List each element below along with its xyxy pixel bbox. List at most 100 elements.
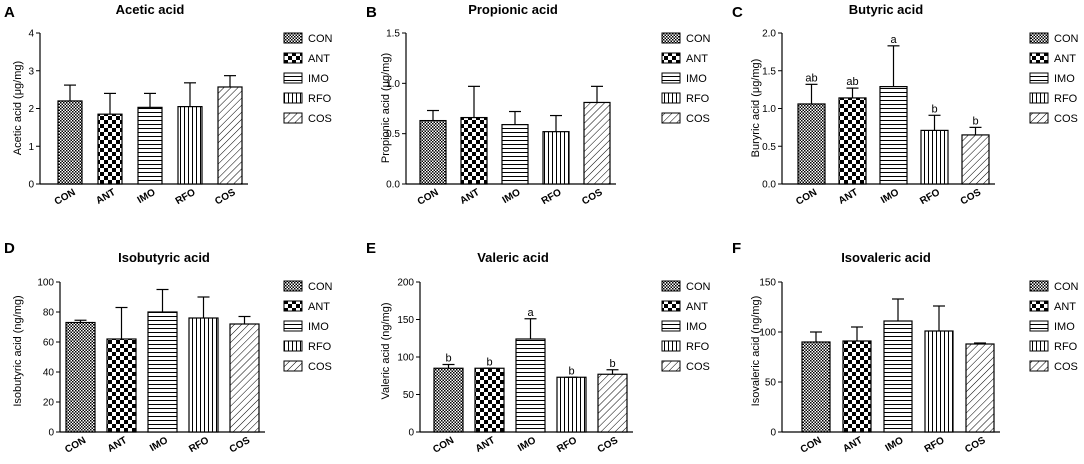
x-tick-label: COS [228, 435, 253, 456]
legend-label: CON [686, 33, 711, 45]
panel-c-legend: CON ANT IMO RFO COS [1029, 32, 1079, 125]
x-tick-label: CON [416, 187, 441, 208]
x-tick-label: COS [596, 435, 621, 456]
legend-swatch-imo [661, 320, 681, 332]
legend-label: ANT [686, 53, 708, 65]
bar-ant [842, 340, 872, 433]
panel-a-plot: 0 1 2 3 4 CON ANT IMO RFO COS [28, 29, 248, 208]
y-tick-label: 60 [43, 338, 55, 349]
legend-swatch-ant [283, 52, 303, 64]
x-tick-label: ANT [837, 187, 860, 207]
y-tick-label: 0.5 [386, 129, 400, 140]
legend-swatch-rfo [1029, 340, 1049, 352]
x-tick-label: RFO [174, 187, 198, 207]
panel-a-letter: A [4, 4, 15, 21]
y-tick-label: 0.0 [762, 180, 776, 191]
bar-con [797, 103, 826, 185]
bar-cos [961, 134, 990, 185]
legend-label: ANT [308, 53, 330, 65]
bar-rfo [924, 330, 954, 433]
y-tick-label: 0 [28, 180, 34, 191]
y-tick-label: 2 [28, 104, 34, 115]
bar-cos [229, 323, 260, 433]
legend-label: RFO [1054, 341, 1078, 353]
legend-swatch-con [283, 32, 303, 44]
y-tick-label: 2.0 [762, 29, 776, 40]
panel-d: D Isobutyric acid Isobutyric acid (ng/mg… [4, 240, 333, 456]
y-tick-label: 0 [770, 428, 776, 439]
panel-c: C Butyric acid Buryric acid (μg/mg) 0.00… [732, 2, 1079, 208]
y-tick-label: 4 [28, 29, 34, 40]
bar-rfo [556, 376, 587, 433]
legend-label: COS [686, 361, 710, 373]
significance-letter: ab [846, 76, 858, 88]
panel-a-legend: CON ANT IMO RFO COS [283, 32, 333, 125]
x-tick-label: IMO [136, 187, 158, 206]
legend-swatch-imo [1029, 320, 1049, 332]
panel-d-legend: CON ANT IMO RFO COS [283, 280, 333, 373]
panel-f-letter: F [732, 240, 741, 257]
significance-letter: a [527, 307, 534, 319]
significance-letter: b [568, 365, 574, 377]
legend-swatch-imo [283, 320, 303, 332]
bar-rfo [177, 106, 203, 185]
x-tick-label: ANT [841, 435, 864, 455]
bar-ant [838, 97, 867, 185]
bar-cos [597, 373, 628, 433]
bar-rfo [188, 317, 219, 433]
legend-swatch-imo [283, 72, 303, 84]
bar-imo [879, 86, 908, 185]
panel-d-ylabel: Isobutyric acid (ng/mg) [12, 295, 24, 406]
x-tick-label: IMO [884, 435, 906, 454]
panel-a: A Acetic acid Acetic acid (μg/mg) 0 1 2 3 4 C… [4, 2, 333, 208]
panel-b: B Propionic acid Propionic acid (μg/mg) … [366, 2, 711, 208]
panel-a-title: Acetic acid [116, 2, 185, 17]
panel-c-ylabel: Buryric acid (μg/mg) [750, 59, 762, 158]
legend-label: RFO [686, 93, 710, 105]
legend-label: COS [308, 113, 332, 125]
legend-label: ANT [1054, 53, 1076, 65]
panel-b-title: Propionic acid [468, 2, 558, 17]
legend-swatch-rfo [1029, 92, 1049, 104]
panel-d-letter: D [4, 240, 15, 257]
y-tick-label: 80 [43, 308, 55, 319]
x-tick-label: CON [53, 187, 78, 208]
significance-letter: a [890, 34, 897, 46]
bar-con [801, 341, 831, 433]
legend-swatch-ant [283, 300, 303, 312]
panel-f-plot: 0 50 100 150 CON ANT IMO RFO COS [759, 278, 1000, 456]
legend-label: RFO [1054, 93, 1078, 105]
panel-f-title: Isovaleric acid [841, 250, 931, 265]
legend-label: RFO [308, 341, 332, 353]
legend-label: IMO [686, 321, 707, 333]
legend-label: CON [1054, 281, 1079, 293]
bar-rfo [542, 131, 570, 185]
panel-f-ylabel: Isovaleric acid (ng/mg) [750, 296, 762, 407]
legend-label: CON [1054, 33, 1079, 45]
panel-b-ylabel: Propionic acid (μg/mg) [380, 53, 392, 163]
legend-label: RFO [686, 341, 710, 353]
y-tick-label: 150 [397, 315, 414, 326]
y-tick-label: 40 [43, 368, 55, 379]
x-tick-label: COS [580, 187, 605, 208]
x-tick-label: CON [431, 435, 456, 456]
panel-c-plot: 0.0 0.5 1.0 1.5 2.0 ab CON ab ANT a IMO b RFO b COS [762, 29, 995, 208]
legend-label: CON [308, 33, 333, 45]
y-tick-label: 1.0 [762, 104, 776, 115]
bar-cos [583, 101, 611, 185]
legend-swatch-imo [661, 72, 681, 84]
bar-imo [147, 311, 178, 433]
legend-swatch-cos [1029, 360, 1049, 372]
legend-label: COS [1054, 113, 1078, 125]
legend-swatch-con [661, 280, 681, 292]
x-tick-label: RFO [923, 435, 947, 455]
legend-swatch-ant [1029, 52, 1049, 64]
legend-swatch-cos [661, 112, 681, 124]
x-tick-label: IMO [501, 187, 523, 206]
legend-swatch-con [661, 32, 681, 44]
panel-e-title: Valeric acid [477, 250, 549, 265]
y-tick-label: 100 [397, 353, 414, 364]
bar-con [419, 119, 447, 185]
legend-label: IMO [686, 73, 707, 85]
